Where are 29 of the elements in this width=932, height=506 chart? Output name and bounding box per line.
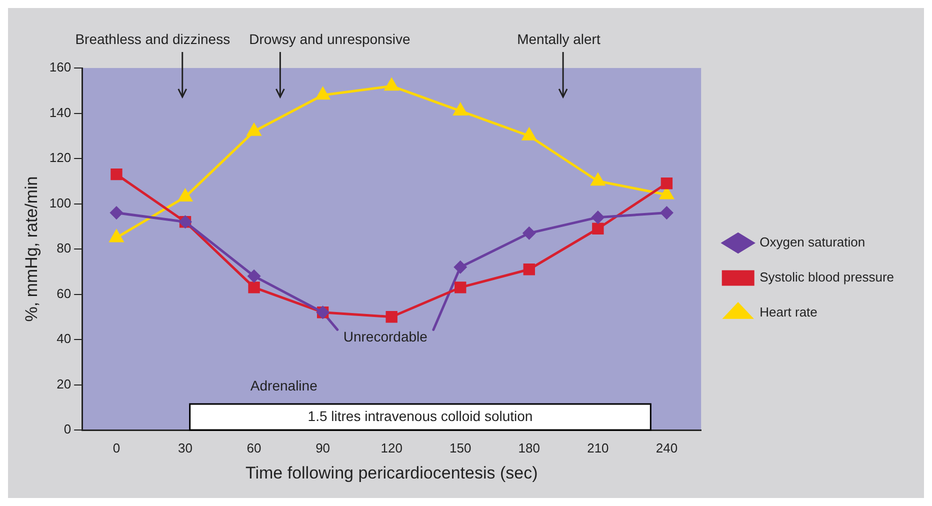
- y-tick-label: 80: [56, 240, 72, 256]
- x-tick-label: 120: [380, 440, 402, 456]
- text: Drowsy and unresponsive: [249, 30, 410, 47]
- legend-label: Systolic blood pressure: [760, 270, 894, 285]
- y-tick-label: 100: [49, 195, 72, 210]
- legend-label: Oxygen saturation: [760, 234, 866, 250]
- text: Breathless and dizziness: [75, 30, 230, 47]
- x-tick-label: 240: [656, 440, 678, 456]
- annotation: Unrecordable: [343, 328, 428, 345]
- x-tick-label: 0: [112, 440, 120, 456]
- annotation: Adrenaline: [250, 377, 318, 394]
- y-tick-label: 60: [56, 286, 72, 301]
- band-label: 1.5 litres intravenous colloid solution: [308, 408, 533, 424]
- y-tick-label: 140: [49, 104, 72, 120]
- x-tick-label: 30: [178, 440, 192, 456]
- x-tick-label: 210: [587, 440, 609, 456]
- y-tick-label: 0: [64, 422, 72, 437]
- x-tick-label: 150: [450, 440, 472, 456]
- legend-label: Heart rate: [760, 304, 818, 320]
- y-tick-label: 20: [56, 376, 72, 392]
- x-tick-label: 60: [246, 440, 262, 456]
- y-tick-label: 40: [56, 331, 72, 346]
- x-tick-label: 90: [316, 440, 330, 456]
- y-axis-title: %, mmHg, rate/min: [22, 176, 41, 322]
- y-tick-label: 120: [49, 150, 72, 166]
- text: Mentally alert: [517, 30, 600, 47]
- x-axis-title: Time following pericardiocentesis (sec): [245, 463, 538, 482]
- x-tick-label: 180: [518, 440, 540, 456]
- y-tick-label: 160: [49, 60, 72, 75]
